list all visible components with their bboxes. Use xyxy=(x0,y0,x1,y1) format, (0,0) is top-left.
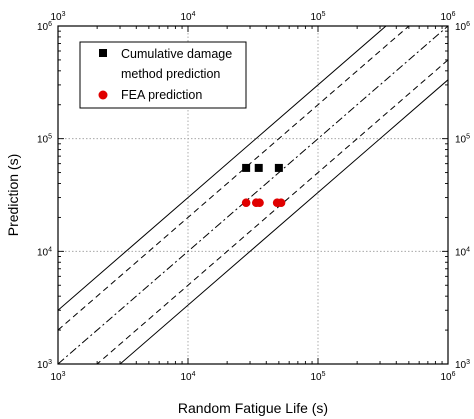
x-tick-label-top: 105 xyxy=(310,11,325,23)
x-tick-label-bottom: 106 xyxy=(440,371,455,383)
y-tick-label-right: 103 xyxy=(455,359,470,371)
y-tick-label-left: 105 xyxy=(37,134,52,146)
reference-lines xyxy=(58,26,448,364)
y-tick-label-left-base: 10 xyxy=(37,360,49,371)
x-tick-label-bottom: 105 xyxy=(310,371,325,383)
point-fea xyxy=(241,198,251,208)
x-tick-label-top-base: 10 xyxy=(310,12,322,23)
x-tick-label-bottom-exp: 4 xyxy=(192,371,196,378)
plot-frame xyxy=(57,25,449,365)
y-axis-title: Prediction (s) xyxy=(5,154,21,236)
y-tick-label-right: 106 xyxy=(455,21,470,33)
y-tick-label-left-exp: 4 xyxy=(48,246,52,253)
reference-line xyxy=(58,26,387,311)
x-tick-label-bottom: 104 xyxy=(180,371,195,383)
reference-line xyxy=(58,26,448,364)
tick-marks xyxy=(57,26,448,365)
y-tick-label-right-base: 10 xyxy=(455,360,467,371)
x-tick-label-bottom-base: 10 xyxy=(310,372,322,383)
y-tick-label-left-exp: 3 xyxy=(48,359,52,366)
x-tick-label-bottom-exp: 5 xyxy=(322,371,326,378)
x-tick-label-bottom-exp: 3 xyxy=(62,371,66,378)
x-tick-label-top: 106 xyxy=(440,11,455,23)
x-tick-label-top-base: 10 xyxy=(180,12,192,23)
y-tick-label-left-base: 10 xyxy=(37,247,49,258)
x-tick-label-top: 103 xyxy=(50,11,65,23)
reference-line xyxy=(58,26,410,331)
y-tick-label-right-exp: 4 xyxy=(466,246,470,253)
x-tick-label-bottom-base: 10 xyxy=(440,372,452,383)
x-tick-label-bottom-base: 10 xyxy=(180,372,192,383)
y-tick-label-left-base: 10 xyxy=(37,135,49,146)
x-tick-label-bottom-exp: 6 xyxy=(452,371,456,378)
x-tick-label-top-exp: 6 xyxy=(452,11,456,18)
y-tick-label-left-exp: 6 xyxy=(48,21,52,28)
y-tick-label-right-exp: 6 xyxy=(466,21,470,28)
x-tick-label-top-base: 10 xyxy=(440,12,452,23)
y-tick-label-left-base: 10 xyxy=(37,22,49,33)
x-axis-title: Random Fatigue Life (s) xyxy=(178,400,328,416)
x-tick-label-top-exp: 3 xyxy=(62,11,66,18)
y-tick-label-right: 104 xyxy=(455,246,470,258)
y-tick-label-right: 105 xyxy=(455,134,470,146)
reference-line xyxy=(119,79,448,364)
point-cumulative-damage xyxy=(274,163,283,172)
point-cumulative-damage xyxy=(254,163,263,172)
legend-marker-fea xyxy=(98,90,108,100)
y-tick-label-right-base: 10 xyxy=(455,22,467,33)
legend-box xyxy=(79,41,247,109)
x-tick-label-top-base: 10 xyxy=(50,12,62,23)
legend-label-fea: FEA prediction xyxy=(121,88,202,102)
y-tick-label-right-exp: 3 xyxy=(466,359,470,366)
point-cumulative-damage xyxy=(242,163,251,172)
y-tick-label-left: 104 xyxy=(37,246,52,258)
y-tick-label-left: 106 xyxy=(37,21,52,33)
x-tick-label-top: 104 xyxy=(180,11,195,23)
x-tick-label-bottom-base: 10 xyxy=(50,372,62,383)
y-tick-label-right-exp: 5 xyxy=(466,134,470,141)
point-fea xyxy=(255,198,264,208)
x-tick-label-top-exp: 5 xyxy=(322,11,326,18)
legend-marker-cumulative xyxy=(99,49,107,57)
x-tick-label-top-exp: 4 xyxy=(192,11,196,18)
y-tick-label-left: 103 xyxy=(37,359,52,371)
point-fea xyxy=(276,198,286,208)
data-points xyxy=(241,163,286,208)
y-tick-label-right-base: 10 xyxy=(455,247,467,258)
y-tick-label-right-base: 10 xyxy=(455,135,467,146)
x-tick-label-bottom: 103 xyxy=(50,371,65,383)
legend-label-cumulative-line1: Cumulative damage xyxy=(121,47,232,61)
legend-label-cumulative-line2: method prediction xyxy=(121,67,220,81)
legend: Cumulative damage method prediction FEA … xyxy=(79,41,247,109)
y-tick-label-left-exp: 5 xyxy=(48,134,52,141)
reference-line xyxy=(96,59,448,364)
